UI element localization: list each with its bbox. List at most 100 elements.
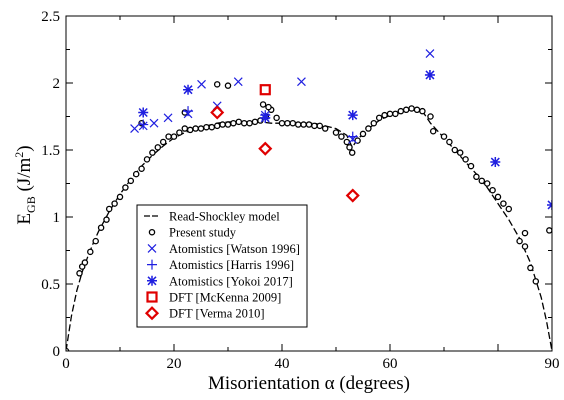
present-study-point (521, 243, 529, 250)
y-tick-label: 1 (53, 210, 61, 226)
present-study-point (440, 133, 448, 140)
present-study-point (230, 119, 237, 127)
present-study-point (332, 129, 340, 136)
present-study-point (192, 125, 199, 132)
present-study-point (527, 264, 534, 272)
present-study-point (265, 103, 272, 111)
present-study-point (346, 144, 353, 151)
present-study-point (462, 156, 469, 163)
present-study-point (546, 227, 552, 234)
atomistics-watson-1996-point (130, 124, 140, 133)
present-study-point (159, 138, 167, 146)
present-study-point (246, 119, 253, 127)
y-tick-label: 0 (53, 344, 61, 360)
present-study-point (203, 123, 210, 131)
atomistics-watson-1996-point (297, 77, 306, 87)
present-study-point (473, 173, 480, 181)
dft-verma-2010-point (345, 188, 360, 203)
atomistics-yokoi-2017-point (183, 84, 194, 95)
present-study-point (122, 184, 129, 191)
present-study-point (467, 162, 475, 170)
y-axis-label-unit-open: (J/m (14, 158, 35, 197)
atomistics-yokoi-2017-point (347, 110, 358, 121)
y-tick-labels: 0 0.5 1 1.5 2 2.5 (41, 9, 60, 360)
legend: Read-Shockley model Present study Atomisti… (136, 204, 308, 328)
present-study-point (92, 237, 99, 245)
present-study-point (213, 122, 221, 130)
present-study-point (456, 149, 464, 156)
present-study-point (149, 149, 156, 156)
y-axis-label: EGB (J/m2) (12, 145, 38, 224)
present-study-point (343, 138, 351, 146)
x-tick-label: 60 (383, 356, 398, 372)
present-study-point (116, 193, 124, 201)
present-study-point (81, 259, 89, 266)
present-study-point (429, 127, 437, 135)
series-atomistics-yokoi-2017 (138, 69, 552, 210)
legend-label-atomistics-yokoi-2017: Atomistics [Yokoi 2017] (169, 274, 293, 288)
legend-marker-atomistics-harris-1996 (147, 259, 157, 270)
present-study-point (419, 107, 426, 115)
legend-box (136, 204, 308, 328)
atomistics-harris-1996-point (347, 131, 358, 142)
legend-marker-atomistics-yokoi-2017 (147, 275, 157, 286)
y-tick-label: 2.5 (41, 9, 60, 25)
present-study-point (181, 125, 189, 132)
present-study-point (300, 121, 307, 128)
present-study-point (127, 177, 135, 185)
present-study-point (386, 110, 394, 118)
y-tick-label: 0.5 (41, 277, 60, 293)
present-study-point (294, 121, 302, 128)
atomistics-yokoi-2017-point (490, 157, 501, 168)
atomistics-harris-1996-point (183, 106, 194, 117)
y-axis-label-main: E (14, 213, 35, 225)
present-study-point (354, 137, 361, 144)
present-study-point (427, 113, 434, 120)
present-study-point (505, 205, 513, 213)
present-study-point (197, 125, 205, 132)
present-study-point (516, 237, 523, 245)
present-study-point (359, 130, 367, 138)
present-study-point (170, 133, 178, 140)
series-layer (66, 49, 552, 351)
present-study-point (365, 125, 372, 132)
present-study-point (132, 170, 140, 178)
present-study-point (311, 122, 318, 130)
legend-marker-dft-mckenna-2009 (146, 291, 158, 303)
y-axis-label-unit-close: ) (14, 145, 35, 151)
legend-marker-atomistics-watson-1996 (147, 243, 157, 253)
legend-label-atomistics-harris-1996: Atomistics [Harris 1996] (169, 258, 294, 272)
present-study-point (213, 81, 221, 88)
present-study-point (413, 106, 421, 114)
present-study-point (87, 248, 94, 256)
atomistics-yokoi-2017-point (260, 112, 271, 123)
atomistics-watson-1996-point (149, 118, 159, 128)
present-study-point (381, 111, 388, 119)
dft-mckenna-2009-point (259, 84, 271, 96)
present-study-point (397, 107, 405, 115)
legend-label-read-shockley-model: Read-Shockley model (169, 210, 280, 224)
legend-label-dft-mckenna-2009: DFT [McKenna 2009] (169, 291, 281, 305)
present-study-point (251, 118, 259, 126)
present-study-point (348, 149, 356, 156)
series-atomistics-watson-1996 (130, 49, 435, 144)
x-axis-label: Misorientation α (degrees) (208, 373, 410, 394)
atomistics-yokoi-2017-point (424, 69, 435, 80)
dft-verma-2010-point (210, 105, 225, 120)
x-tick-label: 90 (545, 356, 560, 372)
atomistics-watson-1996-point (163, 113, 173, 123)
present-study-point (521, 229, 529, 237)
present-study-point (224, 82, 232, 89)
series-dft-mckenna-2009 (259, 84, 271, 96)
present-study-point (240, 119, 248, 127)
present-study-point (483, 180, 491, 187)
x-tick-label: 0 (62, 356, 70, 372)
present-study-point (76, 270, 83, 277)
legend-label-present-study: Present study (169, 226, 237, 240)
y-axis-label-sub: GB (24, 196, 38, 213)
atomistics-watson-1996-point (425, 49, 435, 58)
present-study-point (103, 216, 110, 223)
present-study-point (500, 200, 507, 207)
present-study-point (284, 119, 291, 127)
